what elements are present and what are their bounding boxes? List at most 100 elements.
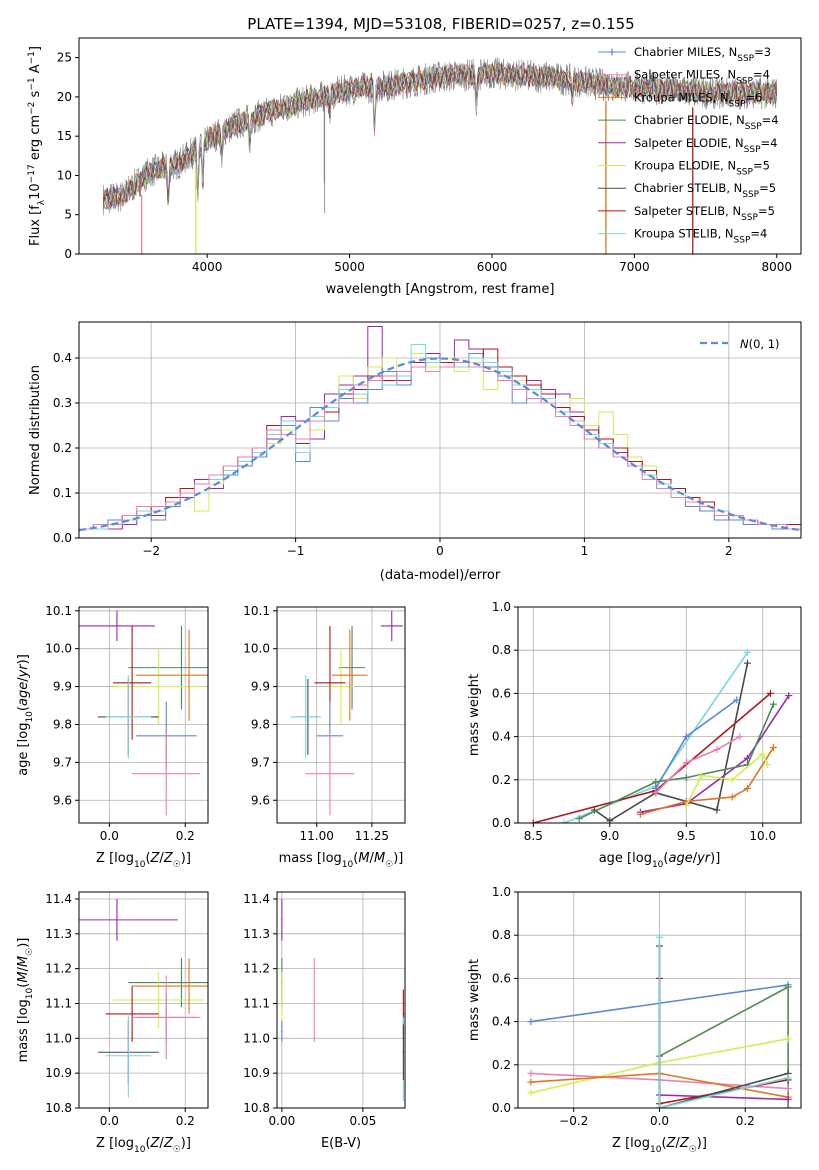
axes-frame bbox=[517, 606, 802, 824]
x-axis-label: age [log10(age/yr)] bbox=[599, 851, 721, 870]
y-tick-label: 0.4 bbox=[53, 351, 72, 365]
y-tick-label: 0.2 bbox=[492, 1058, 511, 1072]
label-part: −1 bbox=[27, 77, 37, 90]
data-point bbox=[340, 685, 342, 688]
label-part: ☉ bbox=[173, 1145, 181, 1155]
y-tick-label: 10.1 bbox=[45, 604, 72, 618]
y-tick-label: 11.3 bbox=[45, 927, 72, 941]
legend-label: Chabrier ELODIE, NSSP=4 bbox=[634, 113, 779, 132]
y-tick-label: 0.1 bbox=[53, 486, 72, 500]
y-tick-label: 11.2 bbox=[243, 962, 270, 976]
legend-label: Chabrier MILES, NSSP=3 bbox=[634, 45, 771, 64]
legend-item: Salpeter MILES, NSSP=4 bbox=[598, 68, 770, 87]
x-tick-label: 7000 bbox=[619, 260, 650, 274]
x-tick-label: 8000 bbox=[762, 260, 793, 274]
data-point bbox=[281, 919, 283, 921]
label-part: / bbox=[675, 1136, 680, 1151]
y-tick-label: 5 bbox=[64, 208, 72, 222]
y-tick-label: 9.9 bbox=[251, 680, 270, 694]
label-part: / bbox=[693, 851, 698, 866]
y-tick-label: 0.0 bbox=[492, 816, 511, 830]
data-point bbox=[157, 685, 160, 688]
legend-label: Salpeter STELIB, NSSP=5 bbox=[634, 204, 775, 223]
y-tick-label: 10.8 bbox=[45, 1101, 72, 1115]
y-tick-label: 0.0 bbox=[492, 1101, 511, 1115]
label-part: s bbox=[28, 90, 43, 101]
x-axis-label: E(B-V) bbox=[321, 1136, 361, 1151]
x-tick-label: 10.0 bbox=[749, 829, 776, 843]
x-tick-label: 0.00 bbox=[269, 1114, 296, 1128]
label-part: M bbox=[16, 956, 31, 967]
label-part: )] bbox=[181, 1136, 191, 1151]
legend-label: Kroupa STELIB, NSSP=4 bbox=[634, 227, 767, 246]
label-part: ( bbox=[661, 1136, 666, 1151]
axes-frame bbox=[78, 37, 802, 255]
label-part: Z [log bbox=[612, 1136, 650, 1151]
plot-area bbox=[102, 57, 778, 254]
y-tick-label: 11.1 bbox=[243, 996, 270, 1010]
axes-frame bbox=[276, 891, 406, 1109]
y-tick-label: 10.0 bbox=[243, 642, 270, 656]
y-tick-label: 1.0 bbox=[492, 600, 511, 614]
y-tick-label: 0 bbox=[64, 247, 72, 261]
y-tick-label: 0.0 bbox=[53, 531, 72, 545]
label-part: Kroupa MILES, N bbox=[634, 90, 729, 104]
legend-item: Salpeter STELIB, NSSP=5 bbox=[598, 204, 775, 223]
legend-item: Kroupa ELODIE, NSSP=5 bbox=[598, 159, 770, 178]
normal-reference-curve bbox=[79, 357, 801, 532]
y-tick-label: 9.9 bbox=[53, 680, 72, 694]
y-tick-label: 0.2 bbox=[492, 773, 511, 787]
y-tick-label: 1.0 bbox=[492, 885, 511, 899]
data-point bbox=[281, 999, 283, 1001]
plot-area bbox=[290, 610, 403, 816]
data-point bbox=[180, 666, 183, 669]
data-point bbox=[390, 625, 393, 627]
x-tick-label: −1 bbox=[287, 544, 305, 558]
label-part: =5 bbox=[758, 204, 775, 218]
data-point bbox=[116, 625, 118, 627]
label-part: SSP bbox=[734, 236, 751, 246]
x-tick-label: 0.0 bbox=[100, 1114, 119, 1128]
label-part: 10 bbox=[134, 860, 146, 870]
label-part: Chabrier ELODIE, N bbox=[634, 113, 745, 127]
weight-series-line bbox=[658, 937, 789, 1108]
y-tick-label: 9.8 bbox=[53, 717, 72, 731]
axes-frame bbox=[78, 606, 209, 824]
label-part: ( bbox=[16, 983, 31, 988]
label-part: Kroupa ELODIE, N bbox=[634, 159, 736, 173]
label-part: ( bbox=[145, 1136, 150, 1151]
y-tick-label: 15 bbox=[57, 129, 72, 143]
label-part: 10 bbox=[25, 987, 35, 999]
label-part: ] bbox=[28, 46, 43, 51]
label-part: ( bbox=[145, 851, 150, 866]
weight-vs-metallicity-panel: −0.2 0.0 0.20.00.20.40.60.81.0Z [log10(Z/Z… bbox=[467, 885, 802, 1155]
x-tick-label: 11.25 bbox=[355, 829, 389, 843]
y-tick-label: 25 bbox=[57, 51, 72, 65]
data-point bbox=[127, 716, 130, 718]
figure-title: PLATE=1394, MJD=53108, FIBERID=0257, z=0… bbox=[247, 15, 634, 33]
x-tick-label: −0.2 bbox=[559, 1114, 588, 1128]
label-part: =4 bbox=[750, 227, 767, 241]
y-tick-label: 0.4 bbox=[492, 1015, 511, 1029]
label-part: Z [log bbox=[96, 851, 134, 866]
y-tick-label: 0.4 bbox=[492, 730, 511, 744]
label-part: SSP bbox=[742, 190, 759, 200]
x-tick-label: 9.5 bbox=[677, 829, 696, 843]
y-axis-label: mass [log10(M/M☉)] bbox=[16, 938, 35, 1063]
plot-area bbox=[529, 648, 793, 823]
label-part: Salpeter MILES, N bbox=[634, 68, 736, 82]
label-part: )] bbox=[16, 938, 31, 948]
label-part: −17 bbox=[27, 164, 37, 183]
x-tick-label: 0.05 bbox=[350, 1114, 377, 1128]
data-point bbox=[180, 981, 183, 984]
y-tick-label: 9.7 bbox=[251, 755, 270, 769]
label-part: ☉ bbox=[689, 1145, 697, 1155]
x-tick-label: 0 bbox=[436, 544, 444, 558]
data-point bbox=[402, 1051, 405, 1054]
data-point bbox=[281, 1030, 283, 1033]
y-tick-label: 0.6 bbox=[492, 971, 511, 985]
label-part: / bbox=[370, 851, 375, 866]
label-part: SSP bbox=[745, 122, 762, 132]
label-part: age [log bbox=[16, 723, 31, 776]
label-part: )] bbox=[181, 851, 191, 866]
